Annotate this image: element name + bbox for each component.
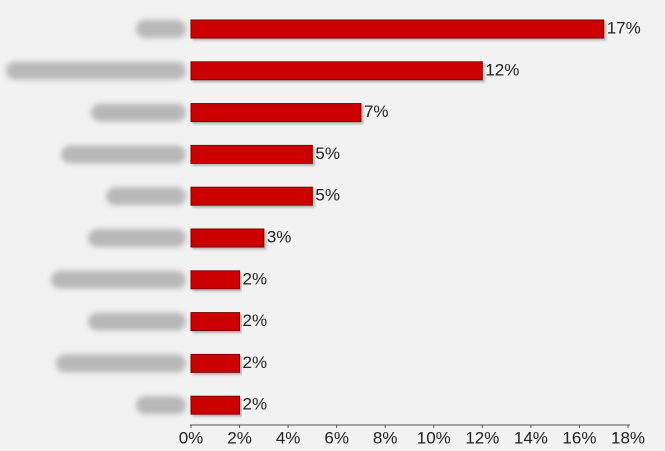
value-label: 2%	[243, 311, 268, 330]
blurred-category-label	[91, 103, 186, 122]
x-tick-label: 6%	[324, 428, 349, 447]
blurred-category-label	[136, 396, 186, 415]
bar	[190, 144, 313, 164]
value-label: 5%	[315, 186, 340, 205]
blurred-category-label	[56, 354, 186, 373]
bar	[190, 270, 241, 290]
bar	[190, 395, 241, 415]
x-tick-label: 14%	[514, 428, 548, 447]
blurred-category-label	[6, 61, 186, 80]
x-tick-label: 18%	[611, 428, 645, 447]
value-label: 5%	[315, 144, 340, 163]
bar	[190, 103, 362, 123]
bar	[190, 353, 241, 373]
blurred-category-label	[51, 270, 186, 289]
blurred-category-label	[88, 229, 186, 247]
value-label: 2%	[243, 353, 268, 372]
value-label: 17%	[607, 18, 641, 37]
value-label: 7%	[364, 102, 389, 121]
x-tick-label: 2%	[227, 428, 252, 447]
value-label: 2%	[243, 395, 268, 414]
bar	[190, 186, 313, 206]
x-tick-label: 16%	[562, 428, 596, 447]
bar	[190, 312, 241, 332]
blurred-category-label	[88, 312, 186, 331]
x-tick-label: 8%	[373, 428, 398, 447]
x-tick-label: 12%	[465, 428, 499, 447]
x-tick-label: 4%	[276, 428, 301, 447]
bar	[190, 19, 605, 39]
value-label: 3%	[267, 227, 292, 246]
blurred-category-label	[136, 20, 186, 38]
value-label: 12%	[485, 60, 519, 79]
bar	[190, 61, 483, 81]
bar	[190, 228, 265, 248]
blurred-category-label	[106, 187, 186, 206]
x-tick-label: 0%	[179, 428, 204, 447]
value-label: 2%	[243, 269, 268, 288]
x-tick-label: 10%	[417, 428, 451, 447]
blurred-category-label	[61, 145, 186, 164]
